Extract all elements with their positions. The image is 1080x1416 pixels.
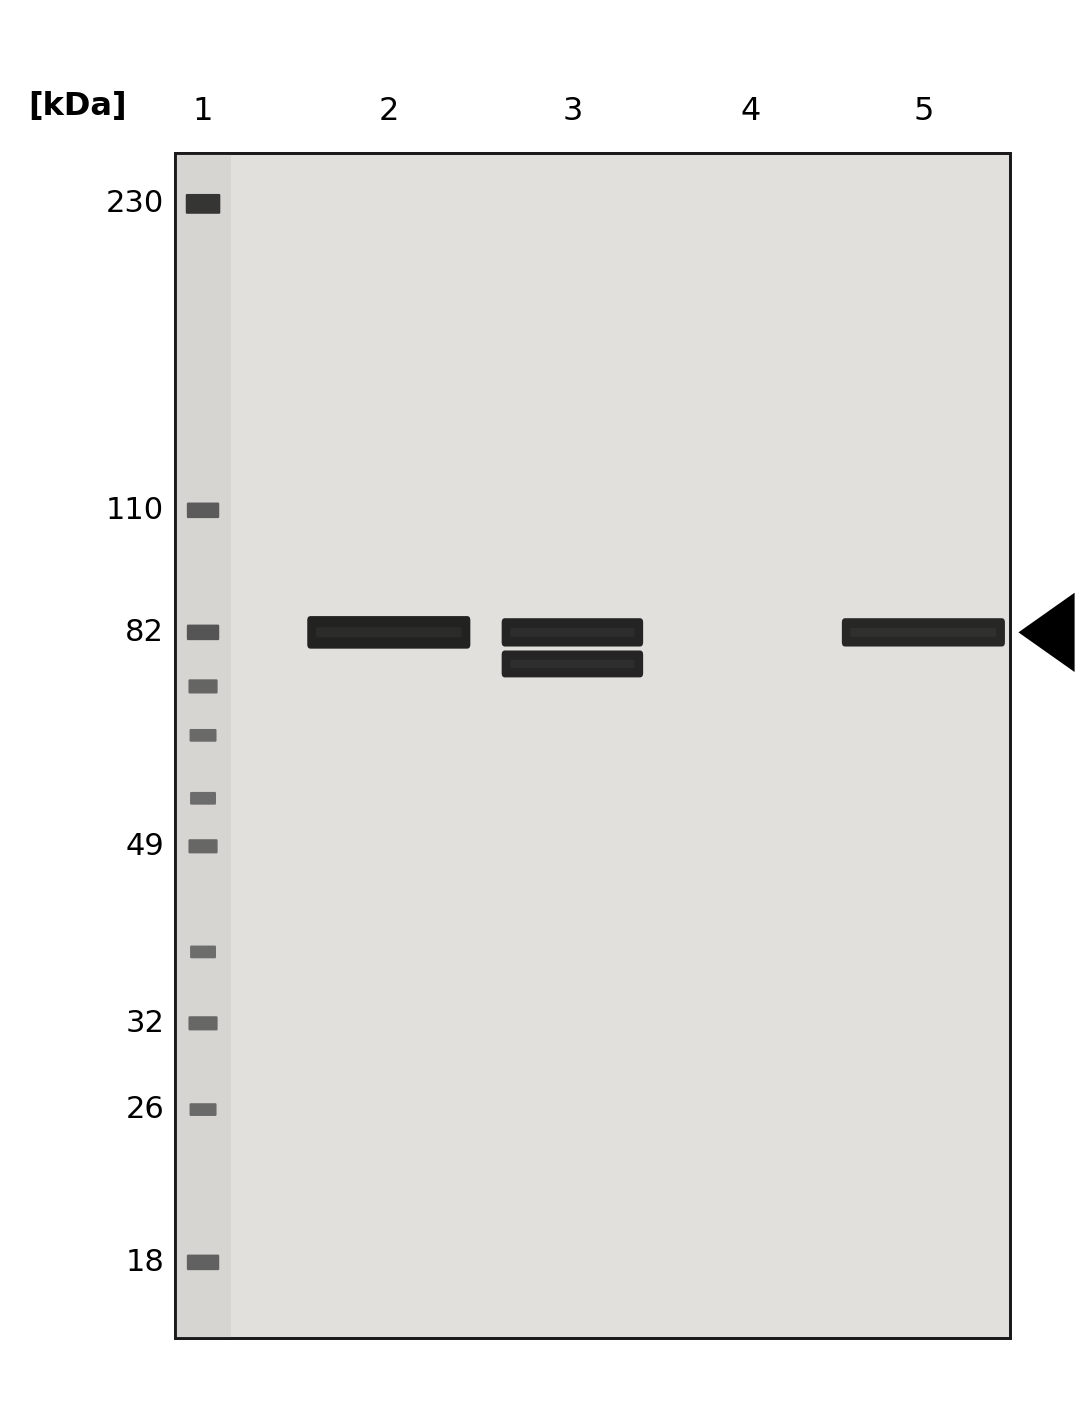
- Bar: [176, 212, 1009, 272]
- FancyBboxPatch shape: [190, 792, 216, 804]
- Bar: [176, 568, 1009, 627]
- Bar: [175, 153, 1010, 1338]
- FancyBboxPatch shape: [187, 1255, 219, 1270]
- Text: 1: 1: [193, 96, 213, 127]
- Bar: [176, 1279, 1009, 1338]
- FancyBboxPatch shape: [842, 619, 1004, 647]
- FancyBboxPatch shape: [511, 627, 635, 637]
- Text: 26: 26: [125, 1095, 164, 1124]
- Text: 49: 49: [125, 831, 164, 861]
- FancyBboxPatch shape: [188, 680, 217, 694]
- FancyBboxPatch shape: [190, 946, 216, 959]
- FancyBboxPatch shape: [501, 650, 644, 677]
- Text: 230: 230: [106, 190, 164, 218]
- Bar: [176, 745, 1009, 804]
- Bar: [175, 153, 1010, 1338]
- Text: 3: 3: [563, 96, 582, 127]
- Bar: [176, 627, 1009, 687]
- Bar: [176, 1042, 1009, 1102]
- FancyBboxPatch shape: [190, 1103, 216, 1116]
- Text: [kDa]: [kDa]: [28, 91, 127, 122]
- Polygon shape: [1018, 593, 1075, 673]
- FancyBboxPatch shape: [187, 624, 219, 640]
- Bar: [176, 1102, 1009, 1160]
- Bar: [176, 864, 1009, 923]
- Text: 2: 2: [379, 96, 399, 127]
- Bar: [176, 1160, 1009, 1219]
- FancyBboxPatch shape: [186, 194, 220, 214]
- Text: 5: 5: [914, 96, 933, 127]
- FancyBboxPatch shape: [501, 619, 644, 647]
- Text: 18: 18: [125, 1247, 164, 1277]
- Bar: [176, 804, 1009, 864]
- Bar: [175, 153, 231, 1338]
- Bar: [176, 331, 1009, 389]
- FancyBboxPatch shape: [188, 1017, 217, 1031]
- Text: 32: 32: [125, 1008, 164, 1038]
- FancyBboxPatch shape: [511, 660, 635, 668]
- Bar: [176, 923, 1009, 983]
- FancyBboxPatch shape: [190, 729, 216, 742]
- FancyBboxPatch shape: [187, 503, 219, 518]
- Bar: [176, 983, 1009, 1042]
- Bar: [176, 508, 1009, 568]
- FancyBboxPatch shape: [307, 616, 471, 649]
- Bar: [176, 449, 1009, 508]
- Bar: [176, 272, 1009, 331]
- Text: 110: 110: [106, 496, 164, 525]
- Bar: [176, 1219, 1009, 1279]
- Bar: [176, 687, 1009, 745]
- FancyBboxPatch shape: [315, 627, 462, 637]
- FancyBboxPatch shape: [188, 840, 217, 854]
- FancyBboxPatch shape: [851, 627, 996, 637]
- Text: 82: 82: [125, 617, 164, 647]
- Bar: [176, 389, 1009, 449]
- Text: 4: 4: [741, 96, 760, 127]
- Bar: [176, 153, 1009, 212]
